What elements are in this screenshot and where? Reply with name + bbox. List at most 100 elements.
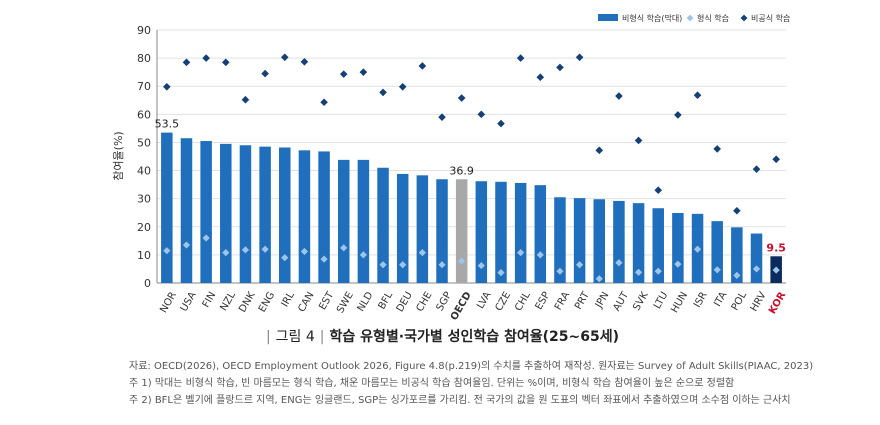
formal-point-eng xyxy=(261,245,269,253)
formal-point-cze xyxy=(497,268,505,277)
formal-point-isr xyxy=(693,245,702,253)
informal-point-fra xyxy=(556,63,564,72)
note-1: 주 1) 막대는 비형식 학습, 빈 마름모는 형식 학습, 채운 마름모는 비… xyxy=(129,378,735,389)
formal-point-lva xyxy=(477,261,485,270)
x-tick-label-dnk: DNK xyxy=(237,290,258,315)
data-label-kor: 9.5 xyxy=(766,241,786,254)
x-tick-label-nzl: NZL xyxy=(218,290,238,313)
formal-point-deu xyxy=(399,261,407,269)
informal-point-deu xyxy=(398,82,407,91)
bar-usa xyxy=(180,138,193,283)
formal-point-ita xyxy=(713,266,721,274)
informal-point-cze xyxy=(497,119,505,128)
legend-swatch-bar xyxy=(598,14,618,21)
formal-point-chl xyxy=(517,249,525,257)
bar-hun xyxy=(672,213,684,283)
bar-aut xyxy=(613,200,625,283)
bar-eng xyxy=(259,146,271,283)
formal-point-aut xyxy=(615,259,623,267)
informal-point-sgp xyxy=(438,113,446,121)
x-tick-label-irl: IRL xyxy=(280,290,297,309)
formal-point-pol xyxy=(733,271,741,280)
x-tick-label-hun: HUN xyxy=(669,290,690,315)
bar-pol xyxy=(731,227,743,283)
y-axis-label: 참여율(%) xyxy=(112,131,125,180)
bar-irl xyxy=(279,147,291,283)
bar-can xyxy=(298,150,311,283)
data-label-oecd: 36.9 xyxy=(449,164,474,177)
bar-nor xyxy=(161,132,173,283)
informal-point-oecd xyxy=(457,94,466,102)
bar-svk xyxy=(632,203,645,283)
informal-point-hun xyxy=(674,111,682,119)
x-tick-label-bfl: BFL xyxy=(377,290,396,312)
x-tick-label-kor: KOR xyxy=(767,290,788,316)
formal-point-fra xyxy=(556,267,564,275)
note-2: 주 2) BFL은 벨기에 플랑드르 지역, ENG는 잉글랜드, SGP는 싱… xyxy=(129,395,791,406)
informal-point-ita xyxy=(713,145,722,153)
x-tick-label-fin: FIN xyxy=(201,290,219,310)
informal-point-kor xyxy=(772,155,780,164)
x-tick-label-isr: ISR xyxy=(692,290,710,310)
informal-point-irl xyxy=(280,53,289,62)
y-tick-label: 90 xyxy=(137,24,151,37)
informal-point-can xyxy=(300,57,309,66)
source-note: 자료: OECD(2026), OECD Employment Outlook … xyxy=(129,361,814,372)
informal-point-jpn xyxy=(595,146,604,155)
caption-divider: | xyxy=(265,329,271,345)
chart: 0 10 20 30 40 50 60 70 80 90 참여율(%) 53.5 36.9 9.5 NOR U… xyxy=(112,13,790,323)
x-tick-label-che: CHE xyxy=(415,290,435,314)
informal-point-che xyxy=(418,62,427,70)
formal-point-nor xyxy=(163,247,171,255)
x-tick-label-fra: FRA xyxy=(553,290,572,312)
informal-point-svk xyxy=(634,136,643,145)
formal-point-hrv xyxy=(752,265,761,273)
x-tick-label-nld: NLD xyxy=(356,290,376,314)
bar-dnk xyxy=(239,145,252,283)
x-tick-label-svk: SVK xyxy=(631,290,651,313)
formal-point-jpn xyxy=(595,275,603,283)
bar-deu xyxy=(396,173,409,283)
bar-lva xyxy=(475,181,488,283)
y-tick-label: 30 xyxy=(137,193,151,206)
informal-point-prt xyxy=(575,53,584,62)
informal-point-est xyxy=(320,98,328,107)
x-tick-label-nor: NOR xyxy=(158,290,179,315)
bar-nld xyxy=(357,159,370,283)
bar-cze xyxy=(495,181,507,283)
x-tick-label-deu: DEU xyxy=(395,290,415,314)
x-tick-label-ltu: LTU xyxy=(652,290,670,311)
bar-esp xyxy=(534,185,547,283)
informal-point-isr xyxy=(693,91,702,100)
y-tick-label: 80 xyxy=(137,52,151,65)
informal-point-nld xyxy=(359,68,368,76)
bar-est xyxy=(318,151,330,283)
bar-sgp xyxy=(436,179,448,283)
bar-ita xyxy=(711,221,723,283)
legend-label-formal: 형식 학습 xyxy=(697,13,729,23)
x-tick-label-prt: PRT xyxy=(573,289,592,311)
formal-point-hun xyxy=(674,260,682,268)
informal-point-dnk xyxy=(241,95,250,104)
bar-nzl xyxy=(220,143,232,283)
informal-point-esp xyxy=(536,73,545,82)
x-tick-label-usa: USA xyxy=(179,290,199,314)
formal-point-usa xyxy=(182,241,191,249)
formal-point-nld xyxy=(359,251,367,259)
formal-point-bfl xyxy=(379,261,387,269)
formal-point-che xyxy=(418,249,426,257)
legend-swatch-formal xyxy=(686,14,694,22)
informal-point-hrv xyxy=(752,165,761,173)
y-tick-label: 70 xyxy=(137,80,151,93)
x-tick-label-hrv: HRV xyxy=(749,290,769,314)
bar-hrv xyxy=(750,233,763,283)
legend-label-informal: 비공식 학습 xyxy=(751,13,790,23)
formal-point-irl xyxy=(281,254,289,262)
informal-point-swe xyxy=(339,70,348,78)
formal-point-esp xyxy=(536,251,544,259)
bar-chl xyxy=(514,182,527,283)
informal-point-aut xyxy=(615,92,623,100)
formal-point-sgp xyxy=(438,261,446,269)
x-tick-label-eng: ENG xyxy=(257,290,277,314)
bar-jpn xyxy=(593,199,606,283)
